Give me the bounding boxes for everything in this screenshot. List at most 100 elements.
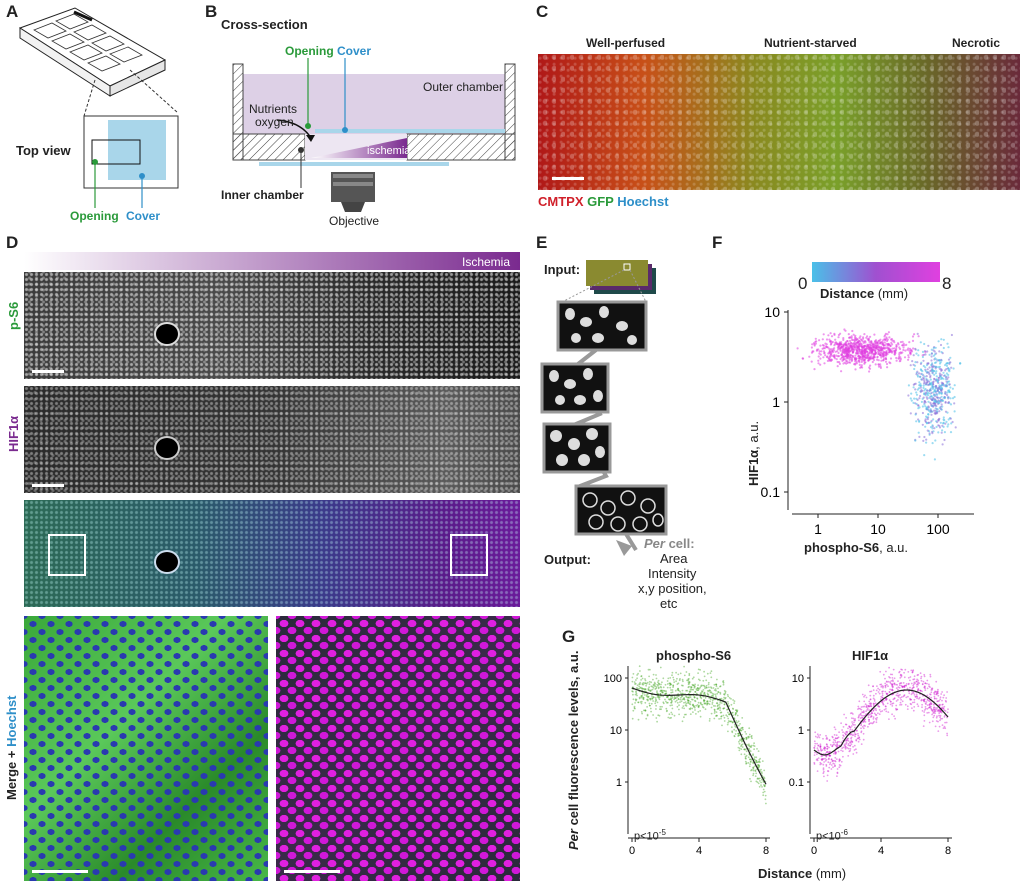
scale-bar-inset-left bbox=[32, 870, 88, 873]
output-etc: etc bbox=[660, 596, 678, 611]
pval-right-exp: -6 bbox=[840, 828, 848, 837]
panel-letter-g: G bbox=[562, 627, 576, 646]
opening-label-a: Opening bbox=[70, 209, 119, 223]
panel-a: Top view Opening Cover bbox=[0, 0, 200, 230]
scatter-points-f bbox=[796, 328, 962, 461]
cross-section-diagram bbox=[232, 58, 516, 212]
cover-label-b: Cover bbox=[337, 44, 372, 58]
ytick-g: 1 bbox=[616, 777, 622, 789]
region-well-perfused: Well-perfused bbox=[586, 36, 666, 50]
micrograph-ps6 bbox=[24, 272, 520, 379]
xlabel-g-unit: (mm) bbox=[812, 866, 847, 881]
ylabel-f: HIF1α bbox=[746, 449, 761, 486]
xlabel-g: Distance bbox=[758, 866, 813, 881]
ischemia-gradient-bar bbox=[24, 252, 520, 270]
cell-text: cell: bbox=[664, 536, 695, 551]
xtick-g: 8 bbox=[763, 845, 769, 857]
micrograph-merge bbox=[24, 500, 520, 607]
micrograph-inset-right bbox=[276, 616, 520, 881]
label-ps6: p-S6 bbox=[6, 301, 21, 330]
pval-right-text: p<10 bbox=[816, 830, 841, 843]
pval-left: p<10-5 bbox=[634, 828, 666, 843]
xlabel-f: phospho-S6 bbox=[804, 540, 880, 555]
tick-labels-f: 10 1 0.1 1 10 100 bbox=[761, 304, 950, 537]
pval-left-text: p<10 bbox=[634, 830, 659, 843]
micrograph-c bbox=[538, 54, 1020, 190]
panel-letter-f: F bbox=[712, 233, 723, 252]
ytick-g: 1 bbox=[798, 725, 804, 737]
label-merge-text: Merge + bbox=[4, 746, 19, 801]
inset-box-left bbox=[48, 534, 86, 576]
cover-label-a: Cover bbox=[126, 209, 161, 223]
xtick-g: 0 bbox=[629, 845, 635, 857]
inner-chamber-label: Inner chamber bbox=[221, 188, 304, 202]
cbar-unit: (mm) bbox=[874, 286, 909, 301]
scale-bar-ps6 bbox=[32, 370, 64, 373]
panel-e: Input: Output: Per cell: Area Intensity … bbox=[536, 250, 712, 630]
panel-letter-e: E bbox=[536, 233, 548, 252]
region-necrotic: Necrotic bbox=[952, 36, 1001, 50]
panel-letter-a: A bbox=[6, 2, 19, 21]
output-xy: x,y position, bbox=[638, 581, 707, 596]
title-g-right: HIF1α bbox=[852, 648, 889, 663]
panel-letter-b: B bbox=[205, 2, 218, 21]
ischemia-label-b: ischemia bbox=[367, 145, 411, 157]
oxygen-label: oxygen bbox=[255, 115, 294, 129]
ytick-g: 10 bbox=[610, 725, 622, 737]
micrograph-inset-left bbox=[24, 616, 268, 881]
objective-label: Objective bbox=[329, 214, 380, 228]
panel-letter-c: C bbox=[536, 2, 549, 21]
output-area: Area bbox=[660, 551, 688, 566]
region-nutrient-starved: Nutrient-starved bbox=[764, 36, 857, 50]
xtick-f: 10 bbox=[870, 521, 886, 537]
cbar-max: 8 bbox=[942, 274, 952, 293]
output-intensity: Intensity bbox=[648, 566, 697, 581]
xlabel-f-unit: , a.u. bbox=[879, 540, 909, 555]
output-label: Output: bbox=[544, 552, 591, 567]
cbar-min: 0 bbox=[798, 274, 808, 293]
scale-bar-hif1a bbox=[32, 484, 64, 487]
ylabel-f-unit: , a.u. bbox=[746, 420, 761, 450]
cross-section-title: Cross-section bbox=[221, 17, 308, 32]
ytick-f: 0.1 bbox=[761, 484, 781, 500]
ischemia-label-d: Ischemia bbox=[462, 255, 511, 269]
label-merge: Merge + Hoechst bbox=[4, 696, 19, 800]
cbar-label: Distance bbox=[820, 286, 875, 301]
label-merge-hoechst: Hoechst bbox=[4, 695, 19, 747]
scale-bar-inset-right bbox=[284, 870, 340, 873]
ytick-g: 10 bbox=[792, 673, 804, 685]
scale-bar-c bbox=[552, 177, 584, 180]
panel-f: 0 8 Distance (mm) 10 1 0.1 1 10 100 HIF1α, a.… bbox=[712, 250, 1022, 570]
pval-left-exp: -5 bbox=[658, 828, 666, 837]
ytick-g: 0.1 bbox=[789, 777, 804, 789]
panel-b: Cross-section Opening Cover Outer chambe… bbox=[205, 0, 535, 230]
top-view-label: Top view bbox=[16, 143, 71, 158]
distance-colorbar bbox=[812, 262, 940, 282]
ytick-f: 10 bbox=[764, 304, 780, 320]
xtick-f: 100 bbox=[926, 521, 950, 537]
stain-cmtpx: CMTPX bbox=[538, 194, 584, 209]
pval-right: p<10-6 bbox=[816, 828, 848, 843]
inset-box-right bbox=[450, 534, 488, 576]
xtick-g: 0 bbox=[811, 845, 817, 857]
xtick-g: 8 bbox=[945, 845, 951, 857]
ytick-g: 100 bbox=[604, 673, 622, 685]
panel-g: Per cell fluorescence levels, a.u. phosp… bbox=[562, 640, 1022, 886]
micrograph-hif1a bbox=[24, 386, 520, 493]
per-text: Per bbox=[644, 536, 665, 551]
segmentation-pipeline-diagram bbox=[540, 260, 668, 556]
outer-chamber-label: Outer chamber bbox=[423, 80, 504, 94]
xtick-g: 4 bbox=[878, 845, 884, 857]
input-label: Input: bbox=[544, 262, 581, 277]
xtick-f: 1 bbox=[814, 521, 822, 537]
panel-letter-d: D bbox=[6, 233, 19, 252]
opening-label-b: Opening bbox=[285, 44, 334, 58]
title-g-left: phospho-S6 bbox=[656, 648, 732, 663]
label-hif1a: HIF1α bbox=[6, 415, 21, 452]
ytick-f: 1 bbox=[772, 394, 780, 410]
device-illustration bbox=[18, 7, 179, 208]
plot-g-right: 10 1 0.1 0 4 8 bbox=[789, 666, 952, 857]
stain-hoechst: Hoechst bbox=[617, 194, 669, 209]
